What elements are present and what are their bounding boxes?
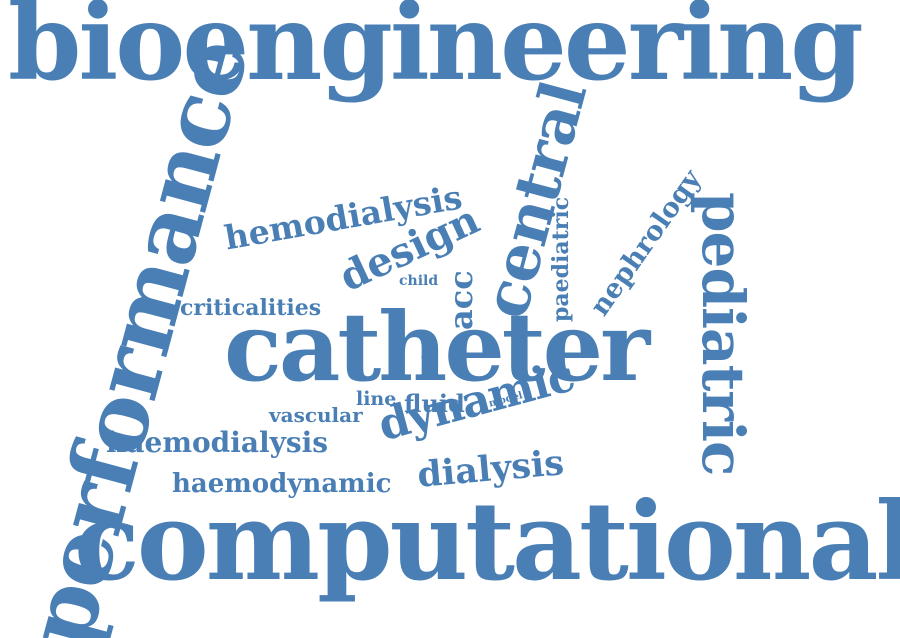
word-vascular: vascular bbox=[269, 403, 363, 427]
word-pediatric: pediatric bbox=[689, 192, 757, 476]
word-paediatric: paediatric bbox=[548, 196, 574, 322]
word-central: central bbox=[468, 74, 601, 326]
word-bioengineering: bioengineering bbox=[8, 0, 864, 104]
word-catheter: catheter bbox=[224, 292, 650, 403]
word-computational: computational bbox=[74, 479, 900, 605]
word-child: child bbox=[399, 273, 439, 289]
word-criticalities: criticalities bbox=[180, 295, 322, 321]
word-haemodialysis: haemodialysis bbox=[106, 426, 329, 459]
word-line: line bbox=[356, 388, 397, 410]
word-cvls: cvls bbox=[420, 348, 433, 372]
word-fluid: fluid bbox=[404, 389, 465, 418]
word-acc: acc bbox=[442, 270, 480, 330]
word-haemodynamic: haemodynamic bbox=[172, 469, 392, 499]
